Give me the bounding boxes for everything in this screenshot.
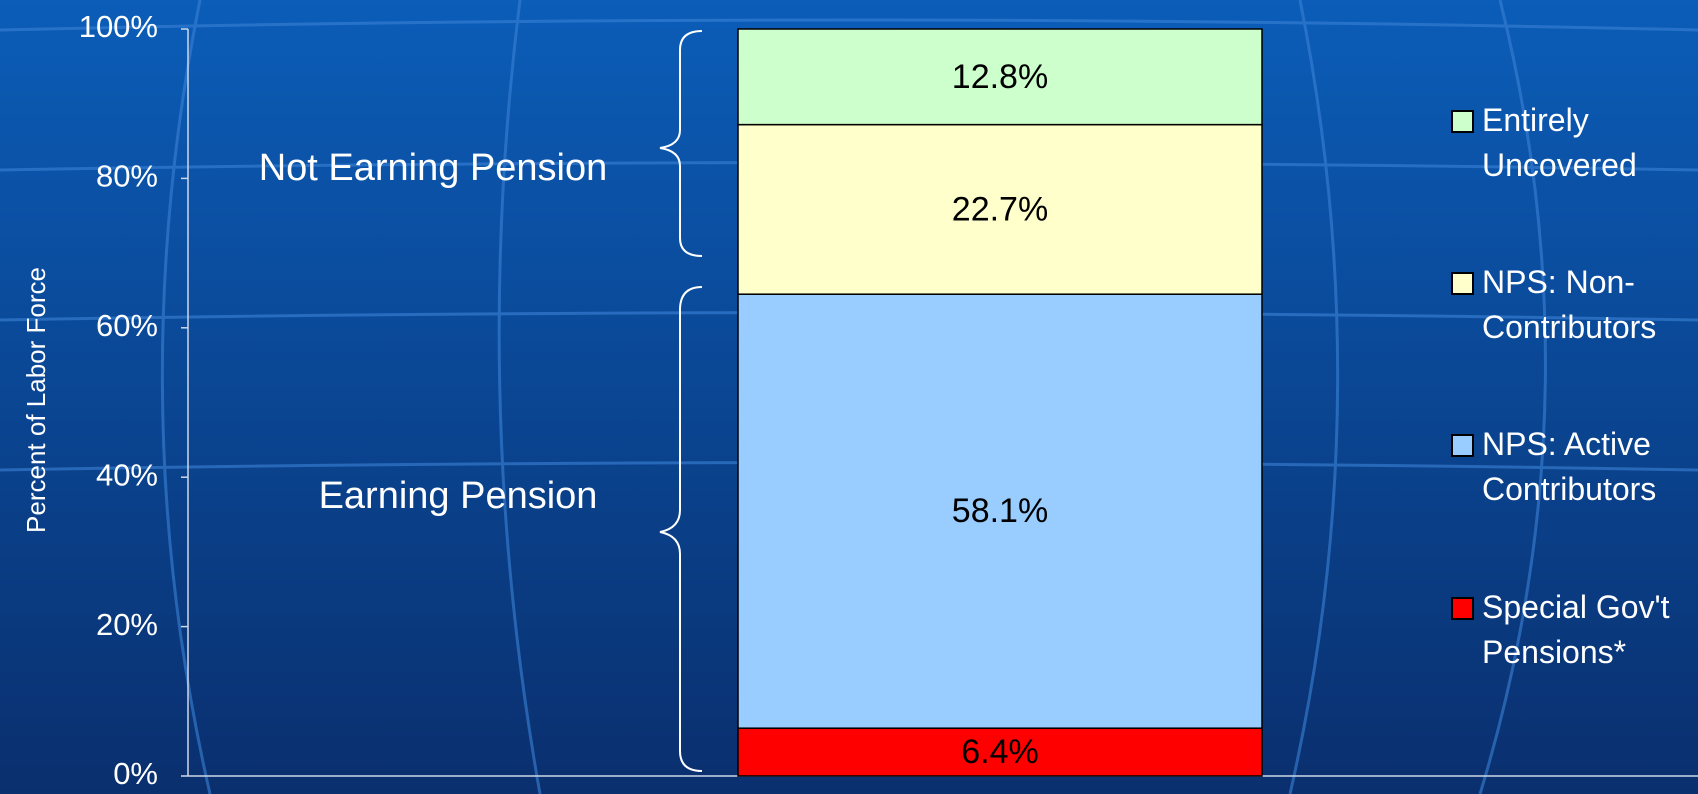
legend-swatch — [1451, 434, 1474, 457]
legend-label: Entirely Uncovered — [1482, 102, 1637, 183]
value-label: 12.8% — [952, 58, 1048, 96]
value-label: 58.1% — [952, 492, 1048, 530]
legend-entry: NPS: Active Contributors — [1451, 422, 1696, 512]
annotation: Not Earning Pension — [259, 147, 608, 189]
y-tick-label: 80% — [96, 159, 158, 194]
annotation: Earning Pension — [319, 475, 598, 517]
y-tick-label: 20% — [96, 607, 158, 642]
legend-entry: Special Gov't Pensions* — [1451, 585, 1696, 675]
legend-swatch — [1451, 597, 1474, 620]
y-axis-title: Percent of Labor Force — [21, 267, 51, 533]
legend-swatch — [1451, 110, 1474, 133]
y-tick-label: 40% — [96, 457, 158, 492]
value-label: 22.7% — [952, 190, 1048, 228]
y-tick-label: 0% — [113, 756, 158, 791]
value-label: 6.4% — [961, 733, 1039, 771]
bar-segment — [737, 727, 1263, 777]
bar-segment — [737, 28, 1263, 126]
legend-swatch — [1451, 272, 1474, 295]
y-tick-label: 60% — [96, 308, 158, 343]
legend-label: Special Gov't Pensions* — [1482, 589, 1670, 670]
brace — [659, 286, 703, 772]
bar-segment — [737, 293, 1263, 729]
y-tick-label: 100% — [79, 9, 158, 44]
bar-segment — [737, 123, 1263, 295]
legend-entry: Entirely Uncovered — [1451, 98, 1696, 188]
brace — [659, 30, 703, 257]
legend-label: NPS: Non-Contributors — [1482, 264, 1657, 345]
legend-label: NPS: Active Contributors — [1482, 426, 1657, 507]
legend-entry: NPS: Non-Contributors — [1451, 260, 1696, 350]
